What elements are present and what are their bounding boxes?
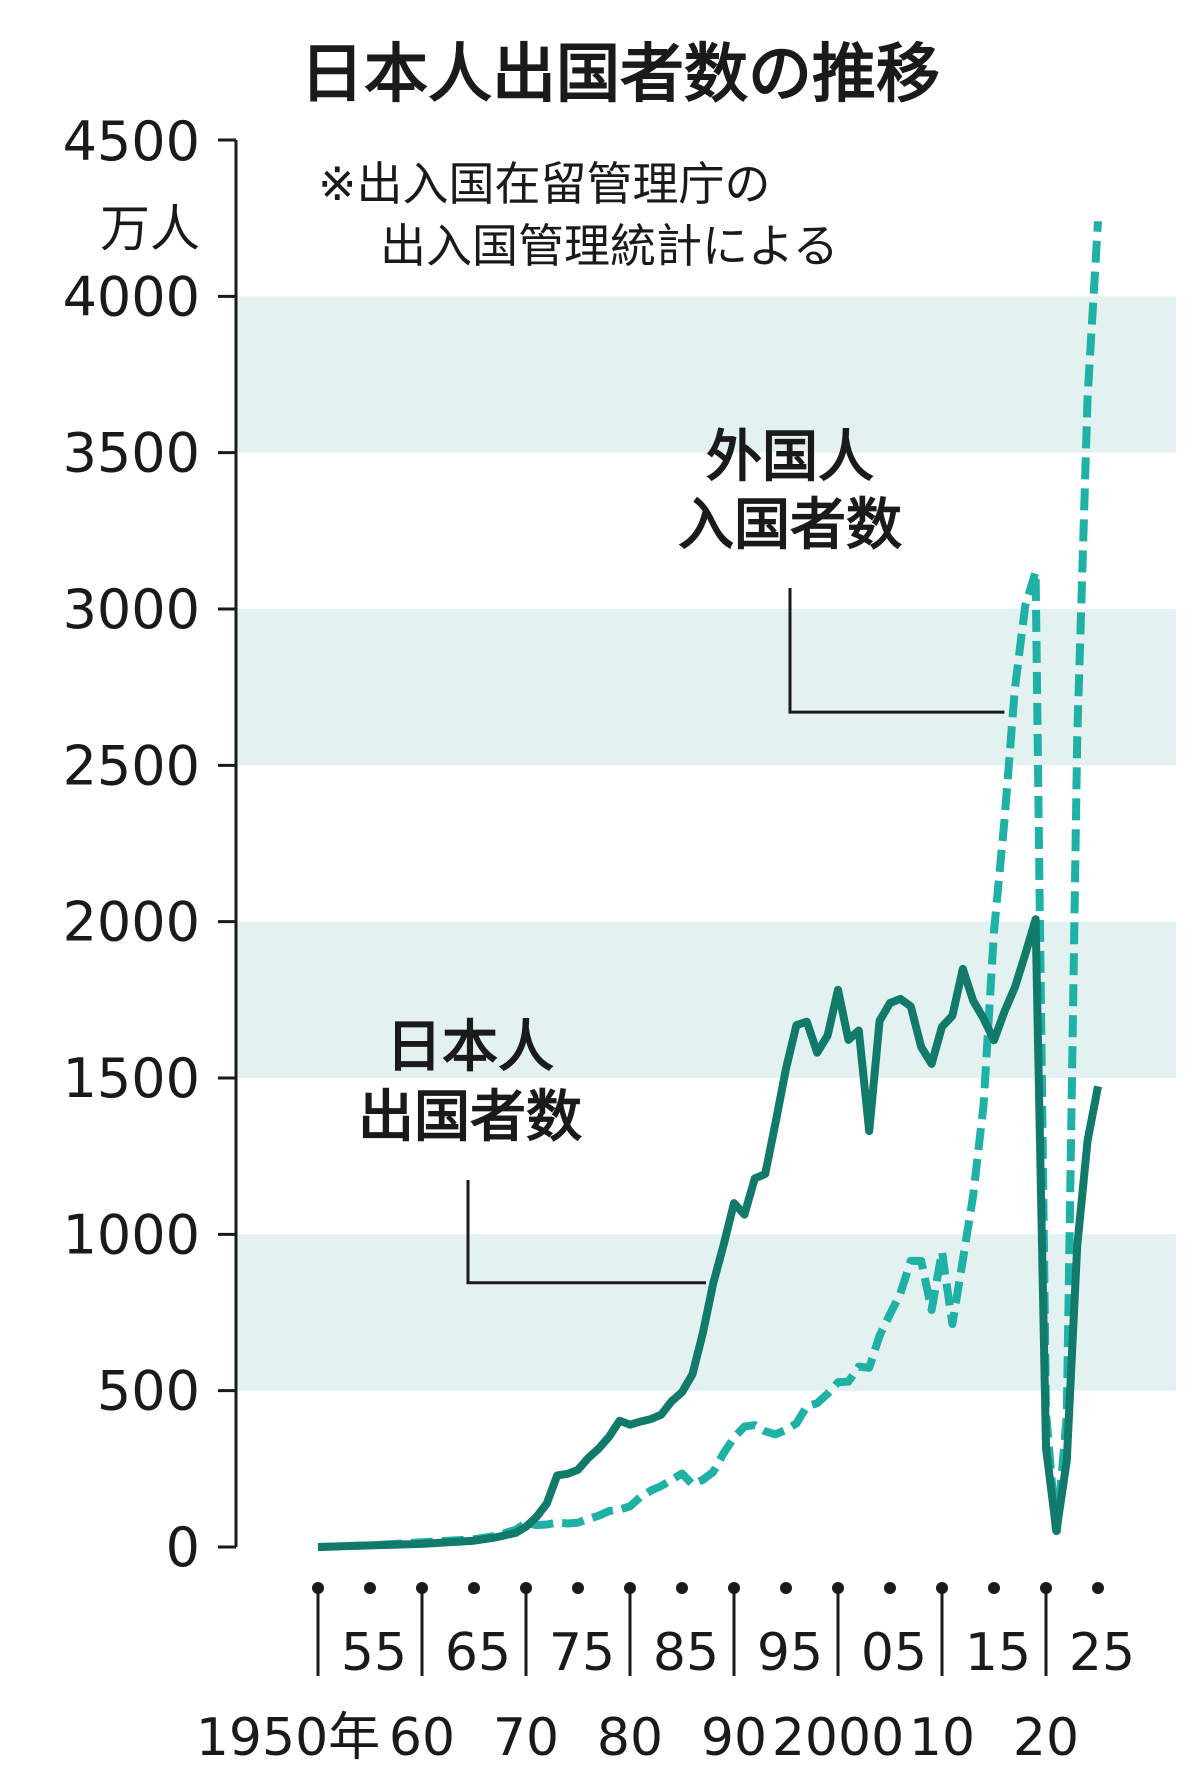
- x-tick-label-lower: 60: [389, 1708, 455, 1768]
- x-tick-label-upper: 75: [549, 1623, 615, 1683]
- x-tick-label-lower: 1950年: [196, 1708, 380, 1768]
- x-tick-dot: [676, 1582, 688, 1594]
- x-tick-dot: [364, 1582, 376, 1594]
- y-tick-label: 1500: [63, 1047, 200, 1110]
- y-axis-ticks: 0 500 1000 1500 2000 2500 3000 3500 4000 4500: [63, 110, 238, 1579]
- x-tick-label-upper: 55: [341, 1623, 407, 1683]
- series-layer: [317, 221, 1102, 1551]
- leader-line-japanese: [466, 1180, 706, 1285]
- y-tick-label: 4000: [63, 265, 200, 328]
- x-tick-label-lower: 2000: [772, 1708, 904, 1768]
- x-tick-label-lower: 80: [597, 1708, 663, 1768]
- y-tick-label: 3000: [63, 578, 200, 641]
- x-tick-label-lower: 90: [701, 1708, 767, 1768]
- chart-title: 日本人出国者数の推移: [300, 38, 940, 112]
- x-tick-dot: [1092, 1582, 1104, 1594]
- y-tick-label: 4500: [63, 110, 200, 173]
- series-label-japanese-line-2: 出国者数: [358, 1085, 582, 1150]
- series-label-japanese-line-1: 日本人: [386, 1015, 554, 1080]
- x-axis: 55 65 75 85 95 05 15 25 1950年 60 70 80 90 2000 10 20: [196, 1582, 1135, 1768]
- x-tick-label-lower: 10: [909, 1708, 975, 1768]
- x-tick-dot: [468, 1582, 480, 1594]
- y-tick-label: 2000: [63, 891, 200, 954]
- series-line-japanese-departures: [317, 915, 1102, 1551]
- x-tick-label-lower: 70: [493, 1708, 559, 1768]
- note-line-2: 出入国管理統計による: [380, 219, 839, 273]
- y-tick-label: 1000: [63, 1203, 200, 1266]
- background-bands: [236, 296, 1176, 1391]
- series-label-foreign-line-2: 入国者数: [678, 493, 902, 558]
- x-tick-dot: [884, 1582, 896, 1594]
- x-tick-dot: [988, 1582, 1000, 1594]
- x-tick-label-upper: 25: [1069, 1623, 1135, 1683]
- x-tick-label-upper: 95: [757, 1623, 823, 1683]
- x-tick-label-upper: 05: [861, 1623, 927, 1683]
- x-tick-label-upper: 15: [965, 1623, 1031, 1683]
- series-label-foreign-line-1: 外国人: [706, 425, 874, 490]
- y-tick-label: 500: [97, 1360, 200, 1423]
- note-line-1: ※出入国在留管理庁の: [318, 157, 771, 211]
- x-tick-dot: [780, 1582, 792, 1594]
- x-tick-label-lower: 20: [1013, 1708, 1079, 1768]
- y-axis-unit: 万人: [100, 200, 200, 258]
- leader-line-foreign: [788, 588, 1005, 714]
- x-tick-label-upper: 65: [445, 1623, 511, 1683]
- y-tick-label: 0: [166, 1516, 200, 1579]
- x-tick-dot: [572, 1582, 584, 1594]
- x-tick-label-upper: 85: [653, 1623, 719, 1683]
- background-band: [236, 921, 1176, 1078]
- y-tick-label: 2500: [63, 734, 200, 797]
- series-line-foreign-entries: [317, 221, 1102, 1551]
- background-band: [236, 296, 1176, 453]
- y-tick-label: 3500: [63, 422, 200, 485]
